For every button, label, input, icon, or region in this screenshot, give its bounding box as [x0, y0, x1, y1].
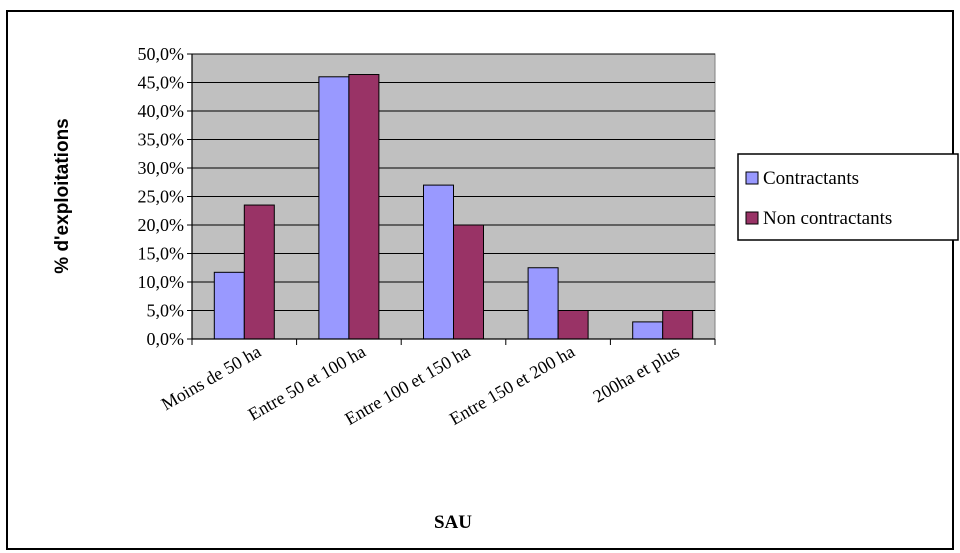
legend-label-non-contractants: Non contractants: [763, 208, 892, 229]
bar-contractants: [633, 322, 663, 339]
bar-non-contractants: [454, 225, 484, 339]
x-tick-label: 200ha et plus: [590, 341, 683, 406]
legend-swatch-non-contractants: [746, 212, 758, 224]
legend-label-contractants: Contractants: [763, 168, 859, 189]
legend-swatch-contractants: [746, 172, 758, 184]
y-tick-label: 15,0%: [138, 244, 185, 264]
legend: Contractants Non contractants: [738, 154, 958, 240]
bar-non-contractants: [244, 205, 274, 339]
y-tick-label: 40,0%: [138, 101, 185, 121]
y-tick-label: 5,0%: [147, 301, 185, 321]
bar-contractants: [214, 272, 244, 339]
x-axis-label: SAU: [434, 512, 472, 533]
y-tick-label: 30,0%: [138, 158, 185, 178]
y-tick-label: 10,0%: [138, 272, 185, 292]
y-axis-label: % d'exploitations: [52, 118, 73, 273]
bar-contractants: [528, 268, 558, 339]
bar-contractants: [424, 185, 454, 339]
y-tick-label: 25,0%: [138, 187, 185, 207]
y-tick-labels: 0,0% 5,0% 10,0% 15,0% 20,0% 25,0% 30,0% 35,0% 40…: [138, 44, 185, 349]
bar-non-contractants: [663, 311, 693, 340]
bar-non-contractants: [349, 75, 379, 339]
y-tick-label: 20,0%: [138, 215, 185, 235]
x-tick-label: Moins de 50 ha: [158, 341, 265, 414]
y-tick-label: 45,0%: [138, 73, 185, 93]
bar-contractants: [319, 77, 349, 339]
bar-non-contractants: [558, 311, 588, 340]
y-tick-label: 0,0%: [147, 329, 185, 349]
y-tick-label: 35,0%: [138, 130, 185, 150]
y-tick-label: 50,0%: [138, 44, 185, 64]
